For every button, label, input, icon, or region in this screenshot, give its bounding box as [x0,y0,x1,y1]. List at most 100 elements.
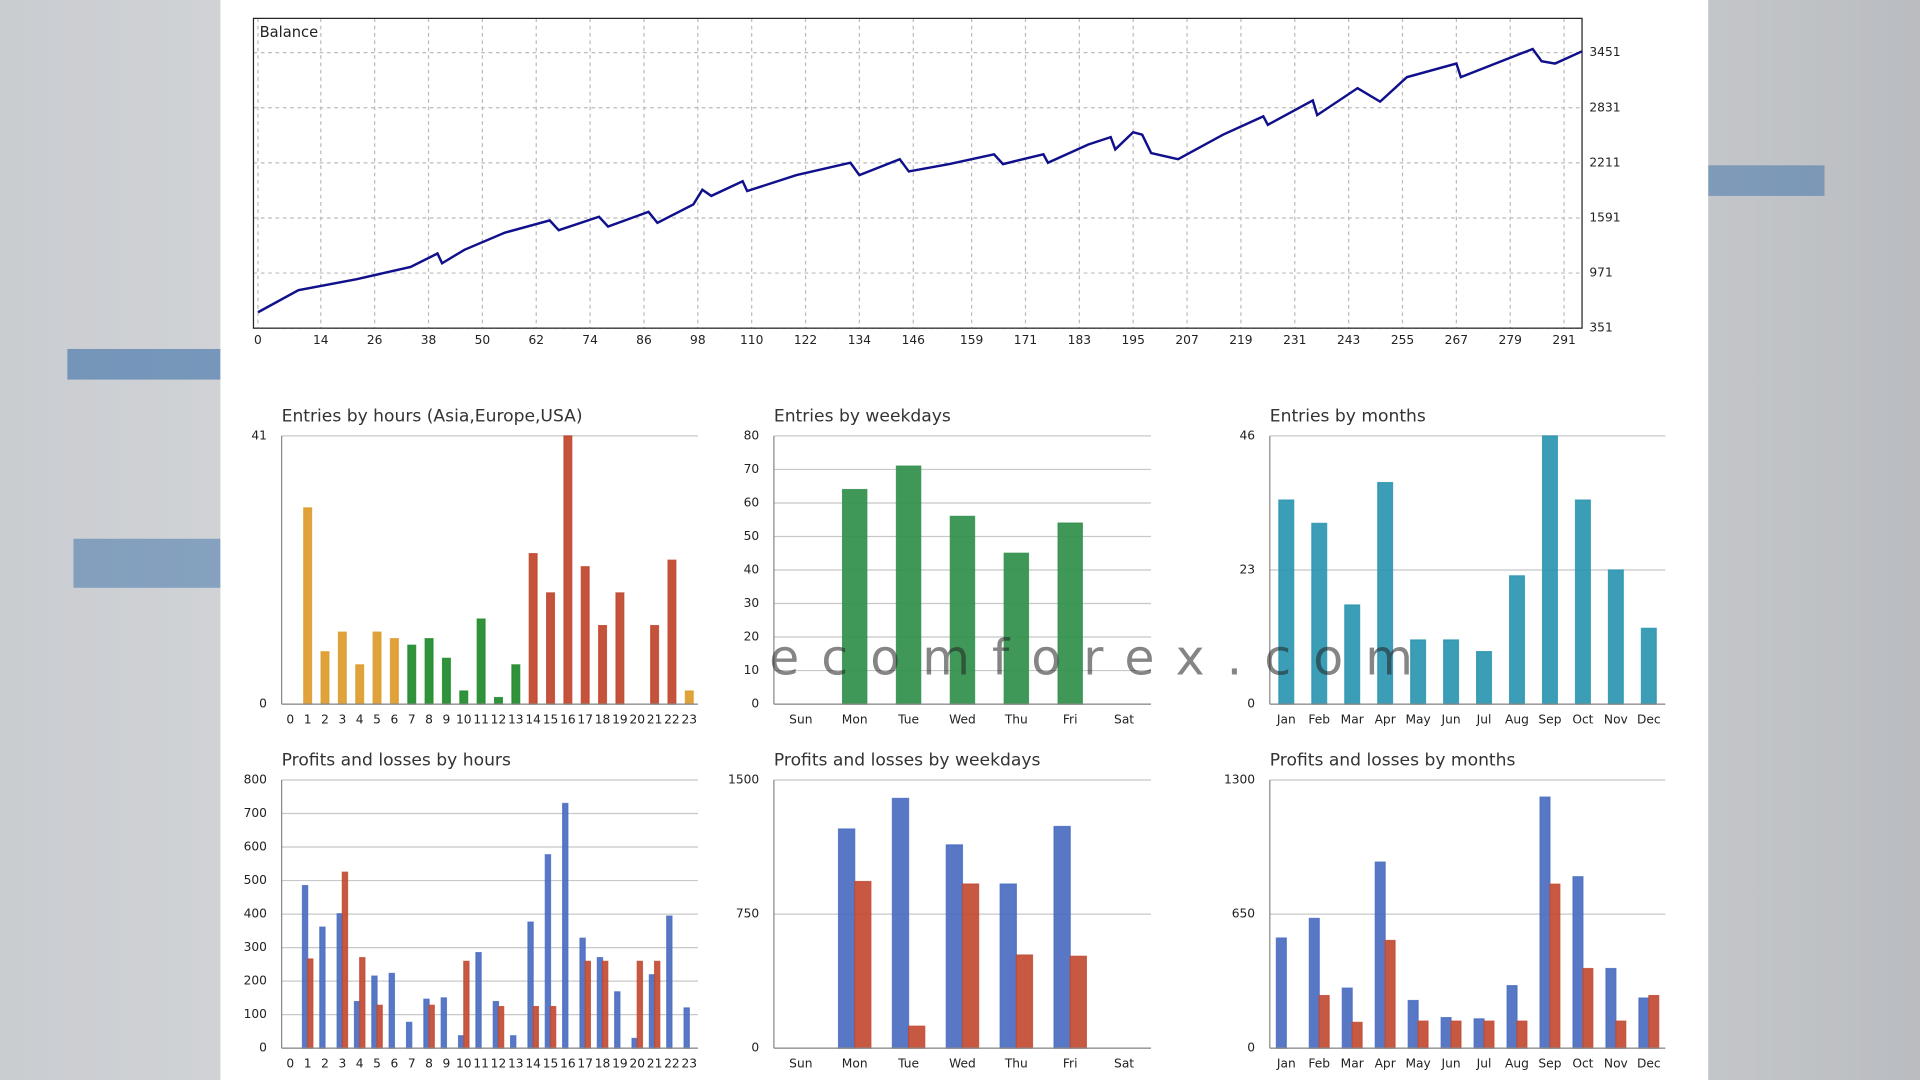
bar [545,592,556,705]
bar [1605,967,1617,1049]
x-tick-label: 11 [473,1057,489,1071]
bar [1572,876,1584,1049]
bar [301,884,309,1049]
y-tick-label: 23 [1240,563,1256,577]
x-tick-label: Sep [1538,713,1561,727]
y-tick-label: 50 [744,529,760,543]
bar [653,960,661,1049]
bar [596,957,604,1049]
x-tick-label: 231 [1283,333,1306,347]
bar [841,488,868,705]
bar [528,553,538,705]
bar [1473,1018,1485,1049]
x-tick-label: 62 [528,333,544,347]
y-tick-label: 2211 [1589,155,1620,169]
bar [389,638,399,705]
chart-title: Profits and losses by months [1270,750,1516,770]
bar [1549,883,1561,1049]
blurred-panel [1708,165,1825,196]
bar [1582,967,1594,1049]
bar [601,960,609,1049]
bar [854,880,872,1049]
x-tick-label: 17 [577,713,593,727]
y-tick-label: 0 [259,1041,267,1055]
bar [424,638,434,705]
bar [407,644,417,705]
x-tick-label: 17 [577,1057,593,1071]
x-tick-label: 18 [595,1057,611,1071]
x-tick-label: Sun [789,713,812,727]
y-tick-label: 0 [751,697,759,711]
x-tick-label: 23 [681,1057,697,1071]
x-tick-label: 0 [286,713,294,727]
x-tick-label: Jul [1476,713,1492,727]
x-tick-label: Dec [1637,1057,1661,1071]
x-tick-label: 134 [848,333,872,347]
x-tick-label: 6 [390,713,398,727]
x-tick-label: 3 [338,713,346,727]
x-tick-label: 12 [491,713,507,727]
x-tick-label: 13 [508,1057,524,1071]
bar [1516,1020,1528,1049]
bar [405,1021,413,1049]
bar [355,664,365,705]
bar [1275,937,1287,1049]
bar [1374,861,1386,1049]
bar [598,624,608,705]
x-tick-label: 26 [367,333,383,347]
x-tick-label: 2 [321,713,329,727]
x-tick-label: 183 [1068,333,1091,347]
x-tick-label: Jul [1476,1057,1492,1071]
y-tick-label: 0 [1247,697,1255,711]
x-tick-label: Thu [1004,1057,1028,1071]
x-tick-label: 1 [304,713,312,727]
x-tick-label: Apr [1375,713,1397,727]
bar [1607,569,1624,705]
x-tick-label: 219 [1229,333,1252,347]
x-tick-label: 11 [473,713,489,727]
y-tick-label: 300 [244,940,267,954]
chart-title: Entries by hours (Asia,Europe,USA) [282,406,583,426]
watermark: ecomforex.com [769,630,1435,687]
x-tick-label: 38 [421,333,437,347]
x-tick-label: 23 [681,713,697,727]
x-tick-label: 7 [408,1057,416,1071]
x-tick-label: Sun [789,1057,812,1071]
y-tick-label: 400 [244,907,267,921]
plot-frame [252,17,1583,329]
bar [614,991,621,1049]
bar [907,1025,926,1049]
bar [1638,997,1650,1049]
bar [1069,955,1087,1049]
bar [1003,552,1030,705]
bar [492,1000,500,1049]
x-tick-label: Oct [1572,1057,1593,1071]
x-tick-label: 3 [338,1057,346,1071]
bar [337,631,347,705]
x-tick-label: Aug [1505,713,1529,727]
bar [1053,825,1071,1049]
bar [319,926,326,1049]
x-tick-label: 14 [525,713,541,727]
y-tick-label: 40 [744,563,760,577]
x-tick-label: 0 [254,333,262,347]
bar [1483,1020,1495,1049]
x-tick-label: 8 [425,713,433,727]
bar [1539,796,1551,1049]
x-tick-label: Mon [842,1057,868,1071]
x-tick-label: May [1405,1057,1430,1071]
blurred-panel [67,348,221,380]
x-tick-label: 21 [647,1057,663,1071]
bar [476,618,486,705]
y-tick-label: 46 [1240,428,1256,442]
bar [562,802,569,1049]
bar [372,631,382,705]
blurred-panel [73,538,221,588]
bar [1351,1021,1363,1049]
y-tick-label: 0 [1247,1041,1255,1055]
bar [1648,994,1660,1049]
y-tick-label: 30 [744,596,760,610]
x-tick-label: Mar [1341,1057,1365,1071]
bar [945,844,964,1049]
